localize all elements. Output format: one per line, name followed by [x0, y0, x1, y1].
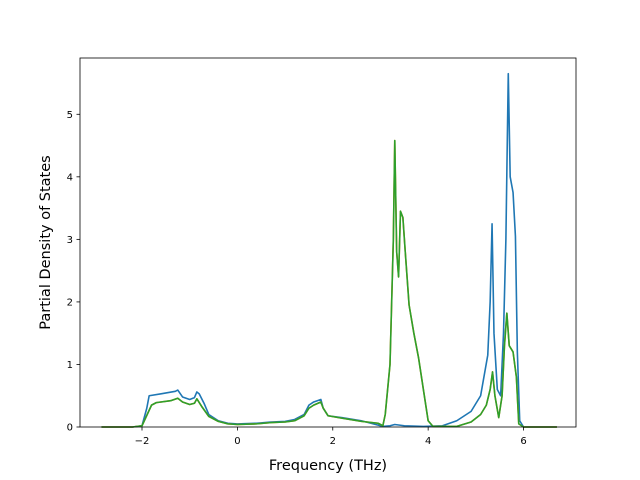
y-tick-label: 4 — [67, 172, 73, 183]
axes-frame — [79, 57, 577, 428]
y-tick-label: 2 — [67, 297, 73, 308]
y-tick-label: 3 — [67, 235, 73, 246]
x-tick-label: 6 — [520, 436, 526, 447]
x-tick-label: 0 — [234, 436, 240, 447]
y-tick-label: 0 — [67, 423, 73, 434]
x-tick-label: 4 — [425, 436, 431, 447]
x-tick-label: 2 — [330, 436, 336, 447]
y-axis-title: Partial Density of States — [38, 155, 54, 329]
x-axis-title: Frequency (THz) — [269, 458, 387, 474]
y-tick-label: 1 — [67, 360, 73, 371]
y-tick-label: 5 — [67, 110, 73, 121]
y-axis: 0 1 2 3 4 5 — [67, 110, 80, 434]
series-line-3 — [101, 139, 557, 428]
x-tick-label: −2 — [135, 436, 150, 447]
x-axis: −2 0 2 4 6 — [135, 427, 527, 447]
series-layer — [101, 72, 557, 428]
